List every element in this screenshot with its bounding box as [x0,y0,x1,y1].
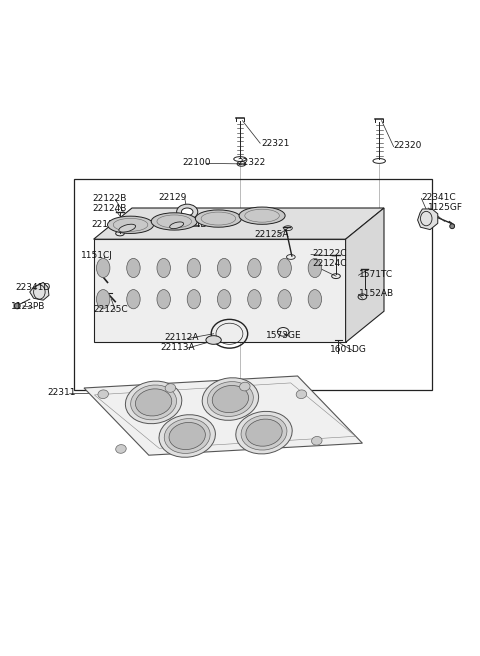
Ellipse shape [202,378,259,420]
Text: 22320: 22320 [394,141,422,150]
Ellipse shape [127,258,140,277]
Ellipse shape [278,289,291,309]
Text: 1125GF: 1125GF [428,203,463,211]
Ellipse shape [236,411,292,454]
Text: 22112A: 22112A [164,333,199,342]
Text: 22114D: 22114D [91,220,126,230]
Ellipse shape [127,289,140,309]
Polygon shape [418,209,438,230]
Polygon shape [30,282,49,300]
Bar [74,179,432,390]
Ellipse shape [246,419,282,446]
Text: 22125C: 22125C [94,305,128,314]
Ellipse shape [239,207,285,224]
Ellipse shape [248,289,261,309]
Ellipse shape [119,224,135,232]
Ellipse shape [181,208,193,216]
Ellipse shape [312,436,322,445]
Ellipse shape [187,289,201,309]
Text: 1601DG: 1601DG [330,345,367,354]
Ellipse shape [108,216,154,234]
Ellipse shape [217,289,231,309]
Text: 1571TC: 1571TC [359,270,393,279]
Text: 22341C: 22341C [421,193,456,202]
Text: 1152AB: 1152AB [359,289,394,298]
Ellipse shape [195,210,241,227]
Ellipse shape [14,303,20,309]
Text: 22311: 22311 [47,388,75,398]
Ellipse shape [296,390,307,399]
Text: 1151CJ: 1151CJ [81,251,112,260]
Ellipse shape [125,381,182,424]
Polygon shape [94,208,384,239]
Text: 1573GE: 1573GE [266,331,302,340]
Ellipse shape [212,386,249,413]
Ellipse shape [96,258,110,277]
Text: 22100: 22100 [182,158,211,167]
Polygon shape [94,239,346,342]
Ellipse shape [248,258,261,277]
Text: 22122B: 22122B [92,194,127,203]
Text: 22125A: 22125A [254,230,289,239]
Text: 22129: 22129 [158,193,187,202]
Text: 1123PB: 1123PB [11,302,45,311]
Ellipse shape [164,419,210,453]
Ellipse shape [169,422,205,449]
Ellipse shape [217,258,231,277]
Ellipse shape [206,336,221,344]
Ellipse shape [177,204,198,220]
Ellipse shape [450,224,455,229]
Text: 22124B: 22124B [92,205,127,213]
Ellipse shape [207,382,253,417]
Ellipse shape [98,390,108,399]
Ellipse shape [308,258,322,277]
Text: 22113A: 22113A [161,342,195,352]
Ellipse shape [157,258,170,277]
Ellipse shape [278,258,291,277]
Polygon shape [84,376,362,455]
Ellipse shape [159,415,216,457]
Text: 22341D: 22341D [15,283,50,292]
Text: 22124C: 22124C [312,258,347,268]
Ellipse shape [240,382,250,391]
Ellipse shape [96,289,110,309]
Ellipse shape [131,385,177,420]
Ellipse shape [151,213,197,230]
Text: 22321: 22321 [262,138,290,148]
Text: 22114D: 22114D [173,220,208,230]
Ellipse shape [165,384,176,392]
Text: 22322: 22322 [238,158,266,167]
Ellipse shape [116,445,126,453]
Ellipse shape [187,258,201,277]
Ellipse shape [135,389,172,416]
Ellipse shape [308,289,322,309]
Ellipse shape [157,289,170,309]
Ellipse shape [241,415,287,450]
Text: 22122C: 22122C [312,249,347,258]
Polygon shape [346,208,384,342]
Ellipse shape [169,222,184,229]
